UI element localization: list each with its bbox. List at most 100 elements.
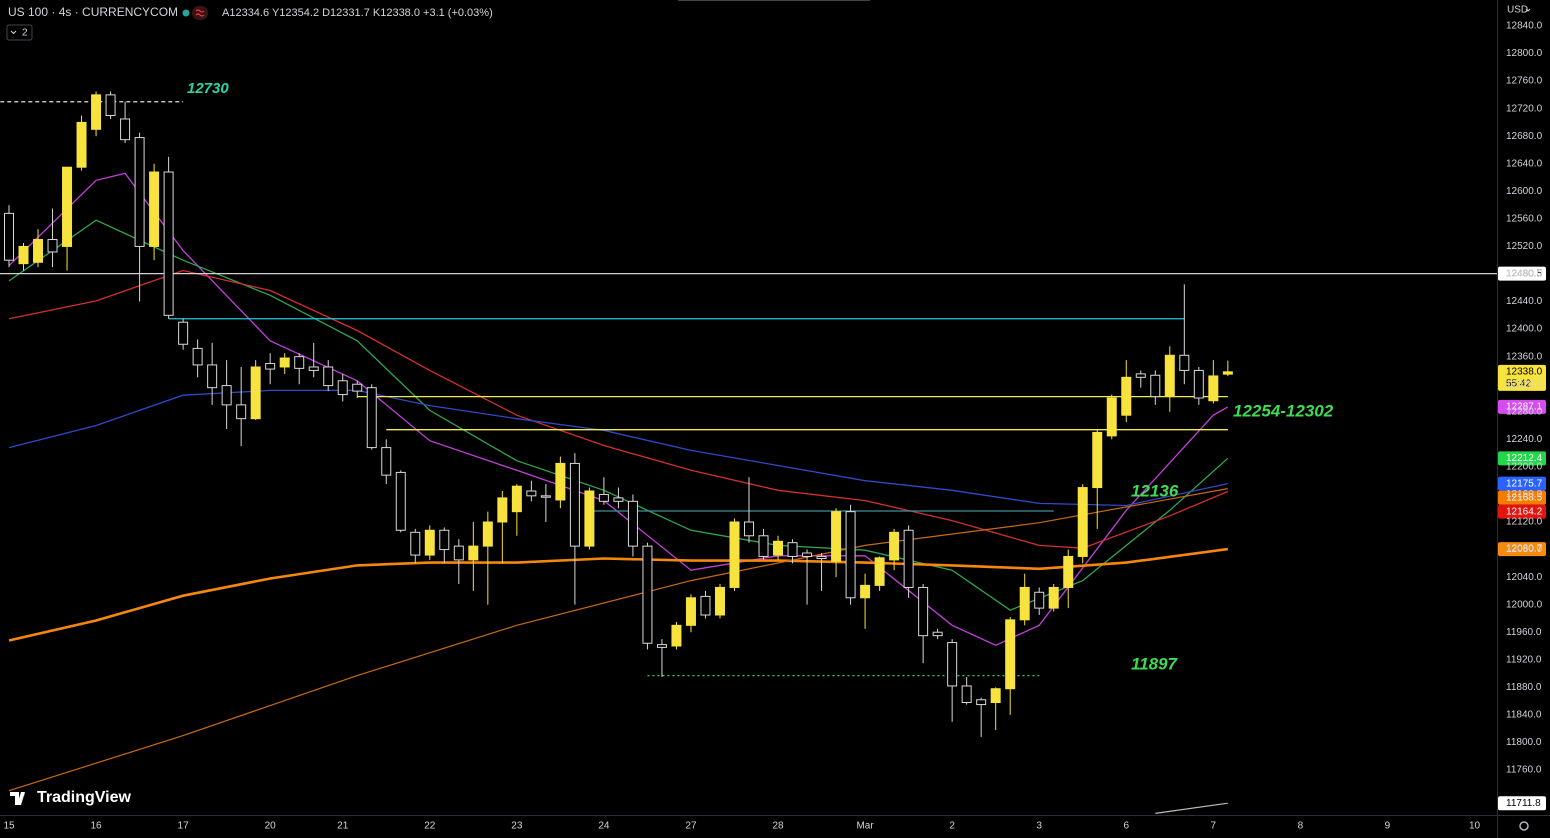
price-tag-label: 12212.4 [1506, 453, 1543, 464]
candle-body [1034, 591, 1045, 609]
toggle-chevron [10, 30, 17, 35]
logo[interactable]: TradingView [10, 789, 132, 806]
candle-body [221, 385, 232, 406]
y-tick-label: 12160.0 [1506, 489, 1543, 500]
candle-body [323, 366, 334, 387]
x-tick-label: 23 [511, 821, 523, 832]
candle-body [714, 586, 725, 616]
x-tick-label: 8 [1298, 821, 1304, 832]
candle-body [424, 529, 435, 556]
x-tick-label: 7 [1211, 821, 1217, 832]
y-tick-label: 12560.0 [1506, 214, 1543, 225]
candle-body [685, 597, 696, 626]
price-tag-label: 12338.0 [1506, 366, 1543, 377]
annotation: 12254-12302 [1233, 401, 1334, 420]
candle-body [1092, 431, 1103, 489]
candle-body [178, 321, 189, 345]
x-tick-label: 15 [3, 821, 15, 832]
candle-body [511, 485, 522, 513]
data-status-icon [195, 9, 205, 17]
x-tick-label: Mar [856, 821, 874, 832]
y-tick-label: 12320.0 [1506, 379, 1543, 390]
y-tick-label: 12240.0 [1506, 434, 1543, 445]
logo-dot [20, 792, 25, 796]
price-tag-label: 11711.8 [1506, 798, 1541, 809]
candle-body [1208, 375, 1219, 402]
candle-body [1164, 354, 1175, 398]
y-tick-label: 12280.0 [1506, 406, 1543, 417]
candle-body [366, 387, 377, 449]
candle-body [613, 497, 624, 502]
candle-body [1222, 371, 1233, 375]
candle-body [236, 404, 247, 420]
price-tag: 12212.4 [1498, 451, 1546, 466]
market-status[interactable] [182, 9, 190, 17]
candle-body [1048, 586, 1059, 609]
candle-body [265, 363, 276, 370]
candle-body [105, 94, 116, 117]
y-tick-label: 12640.0 [1506, 158, 1543, 169]
candle-body [700, 595, 711, 616]
y-tick-label: 12480.0 [1506, 269, 1543, 280]
price-tag: 12287.1 [1498, 399, 1546, 414]
candle-body [642, 545, 653, 644]
settings-icon[interactable] [1519, 821, 1529, 831]
indicator-toggle[interactable] [6, 24, 33, 41]
price-tag-bg [1498, 476, 1546, 491]
candle-body [337, 380, 348, 396]
y-tick-label: 12760.0 [1506, 76, 1543, 87]
price-tag-label: 12175.7 [1506, 478, 1543, 489]
candle-body [831, 511, 842, 562]
candle-body [889, 531, 900, 561]
candle-body [656, 644, 667, 648]
x-tick-label: 16 [90, 821, 102, 832]
y-tick-label: 12800.0 [1506, 48, 1543, 59]
candle-body [526, 490, 537, 497]
candle-body [990, 688, 1001, 703]
indicator-line [8, 488, 1228, 792]
price-tag-bg [1498, 399, 1546, 414]
candle-body [1193, 369, 1204, 399]
symbol-title[interactable]: US 100 · 4s · CURRENCYCOM [8, 5, 178, 19]
price-tag-bg [1498, 266, 1546, 281]
candle-body [874, 557, 885, 586]
x-tick-label: 2 [949, 821, 955, 832]
candle-body [192, 347, 203, 366]
x-tick-label: 21 [337, 821, 349, 832]
candle-body [802, 552, 813, 557]
candle-body [91, 94, 102, 130]
price-tag: 12168.5 [1498, 490, 1546, 505]
candle-body [1077, 487, 1088, 557]
plot-area [0, 91, 1497, 814]
candle-body [120, 118, 131, 141]
candle-body [207, 364, 218, 389]
currency[interactable]: USD [1507, 5, 1528, 16]
candle-body [671, 624, 682, 647]
candle-body [149, 171, 160, 247]
y-tick-label: 12720.0 [1506, 103, 1543, 114]
candle-body [598, 493, 609, 502]
y-tick-label: 11840.0 [1506, 710, 1542, 721]
candle-body [18, 245, 29, 265]
candle-body [352, 383, 363, 392]
ohlc-values: A12334.6 Y12354.2 D12331.7 K12338.0 +3.1… [222, 7, 493, 19]
x-tick-label: 10 [1469, 821, 1481, 832]
annotation: 12730 [187, 80, 229, 97]
y-tick-label: 12400.0 [1506, 324, 1543, 335]
price-tag: 12480.5 [1498, 266, 1546, 281]
x-tick-label: 3 [1036, 821, 1042, 832]
candle-body [903, 529, 914, 588]
y-tick-label: 12080.0 [1506, 544, 1543, 555]
y-tick-label: 12360.0 [1506, 351, 1543, 362]
price-tag-bg [1498, 542, 1546, 557]
candle-body [773, 540, 784, 556]
candle-body [62, 166, 73, 247]
y-tick-label: 12000.0 [1506, 599, 1543, 610]
candle-body [439, 529, 450, 551]
data-status[interactable] [192, 6, 208, 20]
candle-body [395, 471, 406, 531]
candle-body [1150, 374, 1161, 398]
candle-body [860, 584, 871, 599]
price-tag: 12175.7 [1498, 476, 1546, 491]
candle-body [758, 535, 769, 557]
